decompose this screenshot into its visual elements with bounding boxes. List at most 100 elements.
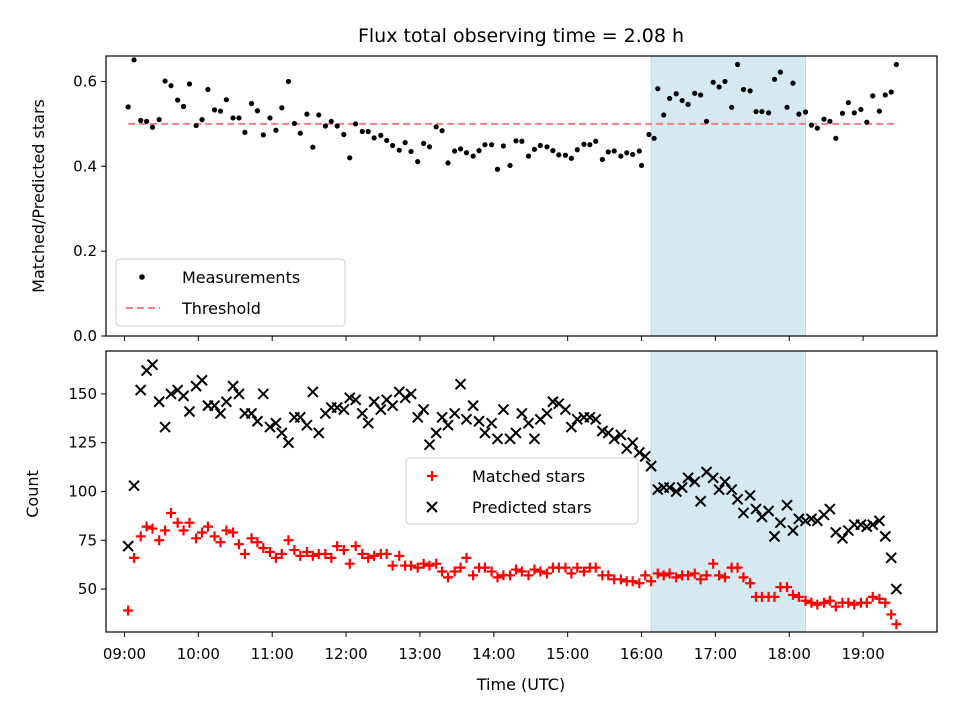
- data-point: [821, 116, 827, 122]
- data-point: [424, 560, 435, 571]
- data-point: [531, 146, 538, 152]
- data-point: [208, 399, 221, 412]
- data-point: [254, 108, 261, 114]
- data-point: [590, 562, 601, 573]
- x-tick-label: 09:00: [103, 645, 146, 663]
- data-point: [412, 562, 423, 573]
- data-point: [431, 558, 442, 569]
- data-point: [790, 80, 796, 86]
- y-tick-label: 0.4: [73, 157, 97, 175]
- data-point: [220, 396, 233, 408]
- data-point: [893, 61, 899, 68]
- data-point: [522, 417, 535, 429]
- highlight-span: [650, 55, 807, 337]
- data-point: [624, 150, 630, 156]
- data-point: [147, 523, 158, 534]
- data-point: [168, 83, 174, 89]
- data-point: [233, 539, 244, 550]
- data-point: [762, 505, 775, 517]
- data-point: [197, 527, 208, 538]
- data-point: [827, 118, 833, 124]
- y-tick-label: 0.6: [73, 72, 97, 90]
- x-axis-label: Time (UTC): [476, 675, 565, 694]
- data-point: [387, 560, 398, 571]
- data-point: [128, 479, 140, 492]
- data-point: [516, 566, 527, 577]
- data-point: [146, 358, 159, 371]
- data-point: [725, 483, 738, 496]
- y-tick-label: 125: [68, 434, 97, 452]
- data-point: [618, 153, 624, 159]
- data-point: [500, 143, 507, 149]
- data-point: [851, 110, 857, 116]
- data-point: [295, 550, 306, 561]
- data-point: [608, 433, 620, 445]
- x-tick-label: 11:00: [251, 645, 294, 663]
- data-point: [454, 378, 467, 390]
- data-point: [365, 128, 371, 135]
- data-point: [849, 599, 860, 610]
- data-point: [289, 545, 300, 556]
- data-point: [310, 144, 316, 150]
- data-point: [461, 552, 472, 563]
- data-point: [708, 558, 719, 569]
- data-point: [640, 570, 651, 581]
- data-point: [282, 437, 295, 449]
- y-tick-label: 100: [68, 483, 97, 501]
- data-point: [787, 524, 799, 537]
- data-point: [750, 503, 762, 515]
- data-point: [479, 562, 490, 573]
- data-point: [510, 564, 521, 575]
- data-point: [716, 84, 722, 90]
- data-point: [149, 124, 156, 130]
- data-point: [670, 485, 682, 498]
- data-point: [191, 533, 202, 544]
- data-point: [264, 546, 275, 557]
- data-point: [230, 115, 236, 121]
- data-point: [313, 427, 325, 439]
- data-point: [571, 413, 583, 426]
- data-point: [572, 562, 583, 573]
- data-point: [782, 582, 793, 593]
- data-point: [769, 591, 780, 602]
- data-point: [301, 419, 313, 431]
- data-point: [535, 566, 546, 577]
- data-point: [455, 562, 466, 573]
- data-point: [131, 57, 137, 63]
- data-point: [494, 166, 501, 172]
- data-point: [808, 122, 815, 128]
- data-point: [291, 120, 297, 127]
- data-point: [144, 118, 150, 124]
- data-point: [541, 568, 552, 579]
- data-point: [390, 142, 396, 149]
- data-point: [239, 548, 250, 559]
- legend-marker: [426, 501, 438, 513]
- data-point: [781, 499, 793, 511]
- data-point: [485, 417, 498, 429]
- data-point: [605, 149, 611, 155]
- data-point: [375, 403, 387, 416]
- data-point: [492, 572, 503, 583]
- data-point: [627, 576, 638, 587]
- data-point: [793, 513, 805, 525]
- data-point: [590, 413, 602, 426]
- data-point: [836, 532, 849, 545]
- data-point: [406, 560, 417, 571]
- data-point: [202, 521, 213, 532]
- data-point: [707, 472, 719, 484]
- data-point: [679, 97, 685, 104]
- data-point: [843, 597, 854, 608]
- data-point: [636, 148, 642, 154]
- data-point: [839, 110, 846, 116]
- data-point: [544, 144, 550, 150]
- data-point: [430, 427, 442, 439]
- data-point: [476, 148, 482, 154]
- data-point: [233, 388, 245, 400]
- data-point: [890, 583, 903, 595]
- data-point: [529, 564, 540, 575]
- data-point: [886, 609, 897, 620]
- data-point: [276, 548, 287, 559]
- data-point: [159, 421, 171, 433]
- bottom-y-axis-label: Count: [23, 470, 42, 518]
